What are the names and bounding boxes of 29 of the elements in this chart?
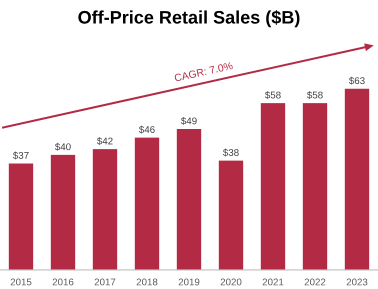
data-label: $38 [222,148,239,157]
x-tick-label: 2017 [94,278,116,286]
bar [260,103,286,270]
data-label: $58 [264,91,281,100]
data-label: $46 [138,126,155,134]
bar [176,129,202,270]
x-tick-label: 2020 [220,278,242,286]
chart-title: Off-Price Retail Sales ($B) [78,10,300,28]
bar [50,154,76,270]
data-label: $40 [54,142,71,151]
data-label: $37 [12,152,29,160]
data-label: $49 [180,117,197,125]
x-tick-label: 2023 [346,278,368,286]
bar [92,149,118,270]
bar [134,138,160,270]
data-label: $63 [348,76,365,85]
data-label: $58 [306,91,323,100]
text: CAGR: 7.0% [174,62,234,82]
x-tick-label: 2015 [10,278,32,286]
x-tick-label: 2019 [178,278,200,286]
x-tick-label: 2018 [136,278,158,286]
x-tick-label: 2022 [304,278,326,286]
bar [344,88,370,270]
data-label: $42 [96,137,113,146]
bar [218,160,244,270]
x-tick-label: 2016 [52,278,74,286]
bar [302,103,328,270]
bar [8,164,34,270]
x-tick-label: 2021 [262,278,284,286]
